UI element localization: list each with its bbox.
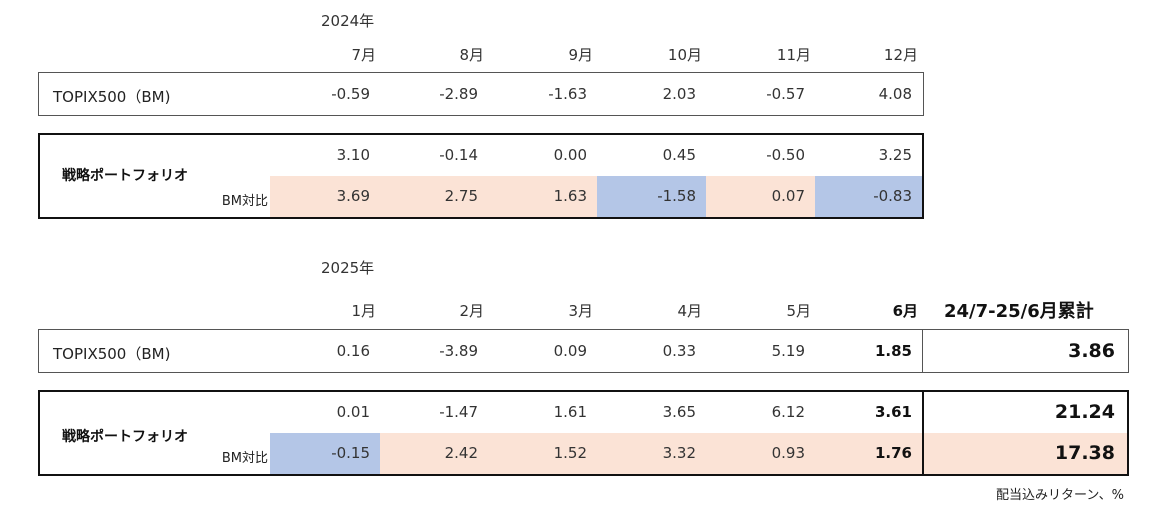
relative-value-cell: 2.42 — [380, 433, 488, 474]
bm-row-2025: TOPIX500（BM) — [38, 329, 1129, 373]
relative-value-cell: 0.93 — [706, 433, 815, 474]
cumulative-bm-value: 3.86 — [1068, 340, 1115, 362]
strategy-value-cell: 6.12 — [771, 403, 805, 421]
month-header: 3月 — [568, 302, 593, 320]
bm-value-cell: -1.63 — [548, 85, 587, 103]
relative-value-cell: -1.58 — [597, 176, 706, 217]
month-header: 6月 — [892, 302, 918, 320]
strategy-value-cell: 0.45 — [662, 146, 696, 164]
relative-value-cell: -0.15 — [270, 433, 380, 474]
bm-value-cell: -0.59 — [331, 85, 370, 103]
strategy-block-2024: 戦略ポートフォリオ BM対比 — [38, 133, 924, 219]
strategy-value-cell: 3.61 — [874, 403, 912, 421]
relative-value-cell: 1.63 — [488, 176, 597, 217]
cumulative-header: 24/7-25/6月累計 — [944, 301, 1094, 322]
strategy-value-cell: 3.10 — [336, 146, 370, 164]
bm-value-cell: 5.19 — [771, 342, 805, 360]
relative-value-cell: 1.52 — [488, 433, 597, 474]
strategy-value-cell: -1.47 — [439, 403, 478, 421]
relative-label-2025: BM対比 — [221, 451, 268, 466]
month-header: 5月 — [786, 302, 811, 320]
bm-value-cell: -3.89 — [439, 342, 478, 360]
bm-value-cell: 0.09 — [553, 342, 587, 360]
relative-value-cell: 3.32 — [597, 433, 706, 474]
bm-value-cell: -0.57 — [766, 85, 805, 103]
strategy-value-cell: 3.25 — [878, 146, 912, 164]
strategy-label-2025: 戦略ポートフォリオ — [62, 429, 188, 445]
strategy-label: 戦略ポートフォリオ — [62, 168, 188, 184]
month-header: 7月 — [351, 46, 376, 64]
month-header: 11月 — [776, 46, 811, 64]
month-header: 8月 — [459, 46, 484, 64]
year-2024-label: 2024年 — [321, 12, 375, 30]
month-header: 9月 — [568, 46, 593, 64]
strategy-block-2025: 戦略ポートフォリオ BM対比 — [38, 390, 1129, 476]
bm-value-cell: -2.89 — [439, 85, 478, 103]
year-2025-label: 2025年 — [321, 259, 375, 277]
month-header: 4月 — [677, 302, 702, 320]
relative-value-cell: 1.76 — [815, 433, 922, 474]
bm-label-2025: TOPIX500（BM) — [53, 345, 171, 363]
relative-value-cell: 3.69 — [270, 176, 380, 217]
footnote: 配当込みリターン、% — [996, 488, 1124, 503]
month-header: 2月 — [459, 302, 484, 320]
cumulative-divider-strategy — [922, 390, 924, 476]
strategy-value-cell: 1.61 — [553, 403, 587, 421]
bm-value-cell: 4.08 — [878, 85, 912, 103]
bm-value-cell: 2.03 — [662, 85, 696, 103]
relative-value-cell: -0.83 — [815, 176, 922, 217]
month-header: 12月 — [883, 46, 918, 64]
cumulative-strategy-value: 21.24 — [1054, 401, 1115, 423]
strategy-value-cell: -0.14 — [439, 146, 478, 164]
bm-value-cell: 0.33 — [662, 342, 696, 360]
relative-label: BM対比 — [221, 194, 268, 209]
bm-value-cell: 1.85 — [874, 342, 912, 360]
bm-value-cell: 0.16 — [336, 342, 370, 360]
bm-row-2024: TOPIX500（BM) — [38, 72, 924, 116]
strategy-value-cell: 3.65 — [662, 403, 696, 421]
strategy-value-cell: 0.01 — [336, 403, 370, 421]
strategy-value-cell: 0.00 — [553, 146, 587, 164]
bm-label: TOPIX500（BM) — [53, 88, 171, 106]
relative-value-cell: 0.07 — [706, 176, 815, 217]
month-header: 10月 — [667, 46, 702, 64]
relative-value-cell: 2.75 — [380, 176, 488, 217]
strategy-value-cell: -0.50 — [766, 146, 805, 164]
cumulative-relative-value: 17.38 — [924, 433, 1127, 474]
cumulative-divider — [922, 329, 923, 373]
month-header: 1月 — [351, 302, 376, 320]
